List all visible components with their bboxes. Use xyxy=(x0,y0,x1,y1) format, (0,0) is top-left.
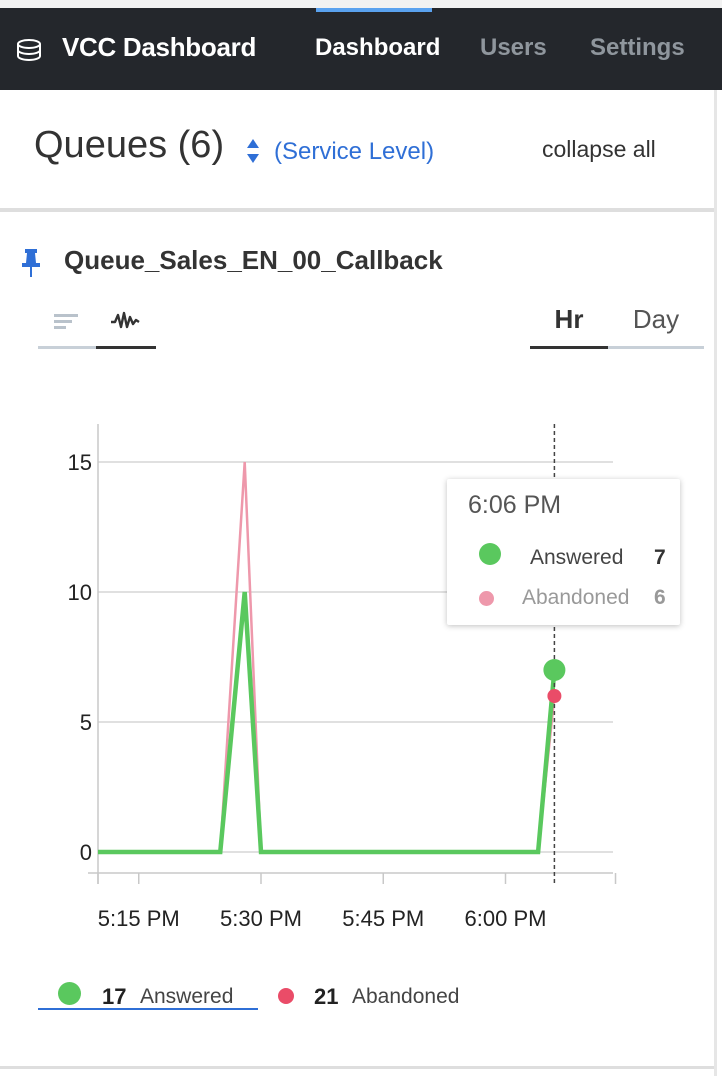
nav-settings[interactable]: Settings xyxy=(590,34,685,61)
scrollbar-track[interactable] xyxy=(714,90,717,1076)
chart-tooltip: 6:06 PM Answered 7 Abandoned 6 xyxy=(447,479,680,625)
x-tick-label: 6:00 PM xyxy=(465,906,547,931)
pin-icon[interactable] xyxy=(20,248,42,278)
tooltip-abandoned-value: 6 xyxy=(654,586,666,609)
legend-abandoned-count[interactable]: 21 xyxy=(314,984,339,1009)
legend-abandoned-dot[interactable] xyxy=(278,988,294,1004)
tab-day[interactable]: Day xyxy=(608,302,704,349)
page-title: Queues (6) xyxy=(34,124,225,166)
sort-selector[interactable]: (Service Level) xyxy=(274,138,435,165)
tooltip-abandoned-dot xyxy=(479,591,494,606)
tab-chart-view[interactable] xyxy=(96,302,156,349)
database-icon xyxy=(17,39,41,62)
y-tick-label: 15 xyxy=(68,450,92,475)
point-abandoned xyxy=(547,689,562,703)
tooltip-abandoned-label: Abandoned xyxy=(522,586,630,609)
series-answered-line xyxy=(98,591,557,855)
list-bars-icon xyxy=(54,314,78,329)
legend-answered-dot[interactable] xyxy=(58,982,81,1005)
y-tick-label: 0 xyxy=(80,840,92,865)
sort-toggle-icon[interactable] xyxy=(245,137,261,165)
nav-dashboard[interactable]: Dashboard xyxy=(315,34,441,61)
tooltip-answered-label: Answered xyxy=(530,546,624,569)
legend-answered-underline xyxy=(38,1008,258,1010)
tooltip-time: 6:06 PM xyxy=(468,491,562,519)
legend-answered-count[interactable]: 17 xyxy=(102,984,127,1009)
section-divider xyxy=(0,208,714,212)
x-tick-label: 5:45 PM xyxy=(342,906,424,931)
tab-hour[interactable]: Hr xyxy=(530,302,608,349)
top-navbar: VCC Dashboard Dashboard Users Settings xyxy=(0,8,722,90)
bottom-divider xyxy=(0,1066,714,1069)
tab-list-view[interactable] xyxy=(38,302,96,349)
tooltip-answered-dot xyxy=(479,543,501,565)
queue-name: Queue_Sales_EN_00_Callback xyxy=(64,245,443,275)
active-nav-indicator xyxy=(316,8,432,12)
app-title[interactable]: VCC Dashboard xyxy=(62,32,257,62)
legend-abandoned-label[interactable]: Abandoned xyxy=(352,985,460,1008)
top-strip xyxy=(0,0,722,8)
x-tick-label: 5:15 PM xyxy=(98,906,180,931)
queue-line-chart: 0 5 10 15 5:15 PM 5:30 PM 5:45 PM 6:00 PM xyxy=(68,424,617,931)
waveform-icon xyxy=(111,311,140,329)
point-answered xyxy=(543,659,566,681)
x-tick-label: 5:30 PM xyxy=(220,906,302,931)
legend-answered-label[interactable]: Answered xyxy=(140,985,234,1008)
tooltip-answered-value: 7 xyxy=(654,546,666,569)
collapse-all-button[interactable]: collapse all xyxy=(542,136,656,162)
nav-users[interactable]: Users xyxy=(480,34,547,61)
y-tick-label: 10 xyxy=(68,580,92,605)
y-tick-label: 5 xyxy=(80,710,92,735)
